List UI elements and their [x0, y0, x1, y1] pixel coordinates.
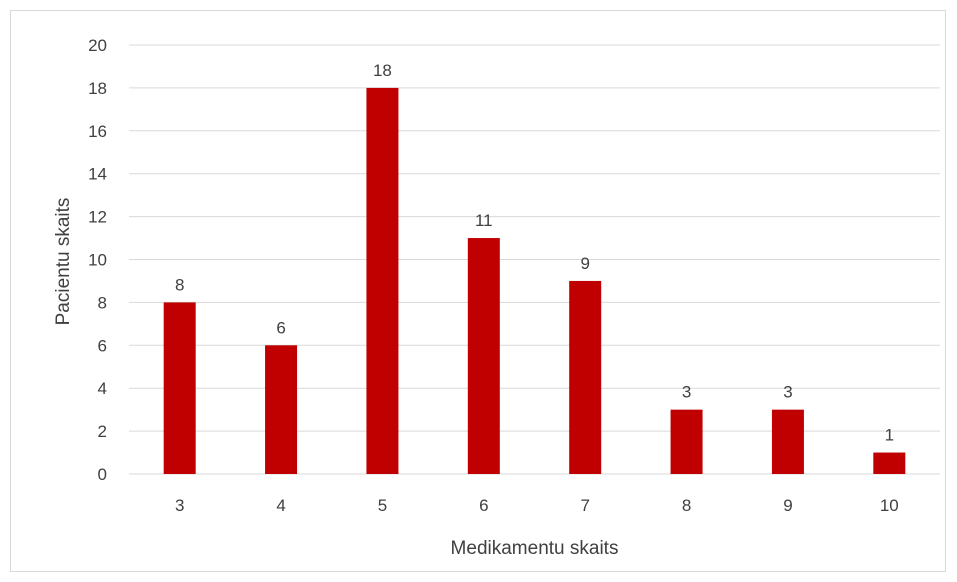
x-axis-tick-labels: 3 4 5 6 7 8 9 10	[175, 496, 899, 515]
x-tick-label: 10	[880, 496, 899, 515]
x-tick-label: 7	[580, 496, 589, 515]
bar	[569, 281, 601, 474]
bar	[164, 302, 196, 474]
bar	[468, 238, 500, 474]
y-axis-tick-labels: 0 2 4 6 8 10 12 14 16 18 20	[88, 36, 107, 484]
x-tick-label: 4	[276, 496, 285, 515]
data-label: 11	[475, 211, 493, 230]
y-tick-label: 8	[98, 293, 107, 312]
x-tick-label: 8	[682, 496, 691, 515]
bar	[366, 88, 398, 474]
bars	[164, 88, 906, 474]
y-tick-label: 12	[88, 208, 107, 227]
x-tick-label: 5	[378, 496, 387, 515]
data-label: 1	[885, 426, 894, 445]
y-axis-title: Pacientu skaits	[53, 198, 74, 326]
y-tick-label: 16	[88, 122, 107, 141]
y-tick-label: 4	[98, 379, 107, 398]
data-label: 8	[175, 275, 184, 294]
y-tick-label: 20	[88, 36, 107, 55]
x-tick-label: 9	[783, 496, 792, 515]
data-label: 18	[373, 61, 392, 80]
bar	[265, 345, 297, 474]
bar	[671, 410, 703, 474]
grid-lines	[129, 45, 940, 474]
y-tick-label: 14	[88, 165, 107, 184]
y-tick-label: 2	[98, 422, 107, 441]
y-tick-label: 6	[98, 336, 107, 355]
bar	[873, 453, 905, 474]
data-label: 6	[276, 318, 285, 337]
y-tick-label: 18	[88, 79, 107, 98]
data-label: 3	[682, 383, 691, 402]
data-label: 3	[783, 383, 792, 402]
bar	[772, 410, 804, 474]
x-tick-label: 3	[175, 496, 184, 515]
data-label: 9	[580, 254, 589, 273]
y-tick-label: 10	[88, 251, 107, 270]
y-tick-label: 0	[98, 465, 107, 484]
x-axis-title: Medikamentu skaits	[451, 538, 619, 559]
x-tick-label: 6	[479, 496, 488, 515]
